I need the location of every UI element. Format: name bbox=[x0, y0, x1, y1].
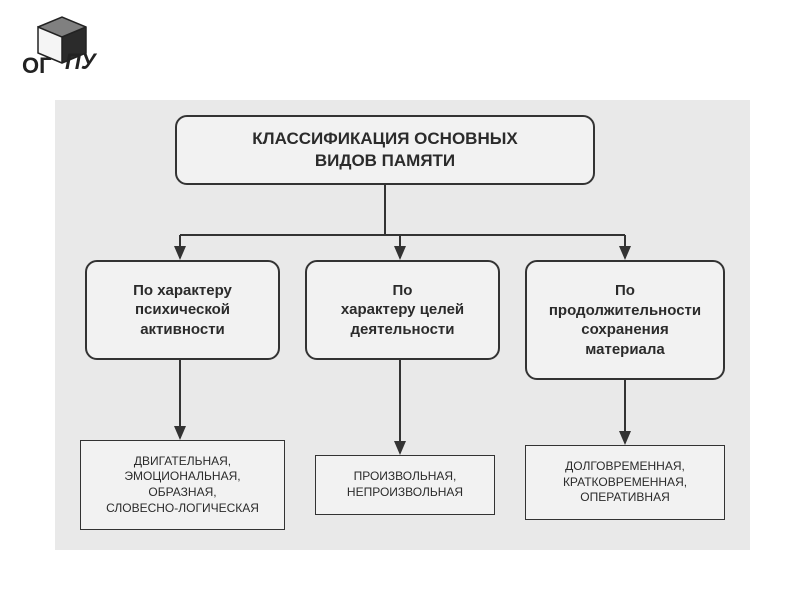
branch-label: продолжительности bbox=[549, 301, 701, 321]
branch-label: По bbox=[393, 281, 413, 301]
branch-label: характеру целей bbox=[341, 300, 464, 320]
leaf-label: ДОЛГОВРЕМЕННАЯ, bbox=[565, 459, 685, 475]
leaf-label: СЛОВЕСНО-ЛОГИЧЕСКАЯ bbox=[106, 501, 259, 517]
branch-goals: По характеру целей деятельности bbox=[305, 260, 500, 360]
branch-label: активности bbox=[140, 320, 225, 340]
leaf-label: ЭМОЦИОНАЛЬНАЯ, bbox=[124, 469, 240, 485]
leaf-goals: ПРОИЗВОЛЬНАЯ, НЕПРОИЗВОЛЬНАЯ bbox=[315, 455, 495, 515]
leaf-label: ДВИГАТЕЛЬНАЯ, bbox=[134, 454, 231, 470]
branch-label: По bbox=[615, 281, 635, 301]
branch-activity: По характеру психической активности bbox=[85, 260, 280, 360]
leaf-label: ОПЕРАТИВНАЯ bbox=[580, 490, 670, 506]
branch-label: По характеру bbox=[133, 281, 232, 301]
branch-label: психической bbox=[135, 300, 230, 320]
root-node: КЛАССИФИКАЦИЯ ОСНОВНЫХ ВИДОВ ПАМЯТИ bbox=[175, 115, 595, 185]
branch-label: сохранения bbox=[581, 320, 668, 340]
branch-label: деятельности bbox=[351, 320, 455, 340]
branch-label: материала bbox=[585, 340, 665, 360]
leaf-label: КРАТКОВРЕМЕННАЯ, bbox=[563, 475, 687, 491]
leaf-label: ОБРАЗНАЯ, bbox=[148, 485, 216, 501]
root-line2: ВИДОВ ПАМЯТИ bbox=[315, 150, 455, 172]
root-line1: КЛАССИФИКАЦИЯ ОСНОВНЫХ bbox=[252, 128, 517, 150]
leaf-duration: ДОЛГОВРЕМЕННАЯ, КРАТКОВРЕМЕННАЯ, ОПЕРАТИ… bbox=[525, 445, 725, 520]
branch-duration: По продолжительности сохранения материал… bbox=[525, 260, 725, 380]
leaf-activity: ДВИГАТЕЛЬНАЯ, ЭМОЦИОНАЛЬНАЯ, ОБРАЗНАЯ, С… bbox=[80, 440, 285, 530]
leaf-label: НЕПРОИЗВОЛЬНАЯ bbox=[347, 485, 463, 501]
leaf-label: ПРОИЗВОЛЬНАЯ, bbox=[354, 469, 457, 485]
